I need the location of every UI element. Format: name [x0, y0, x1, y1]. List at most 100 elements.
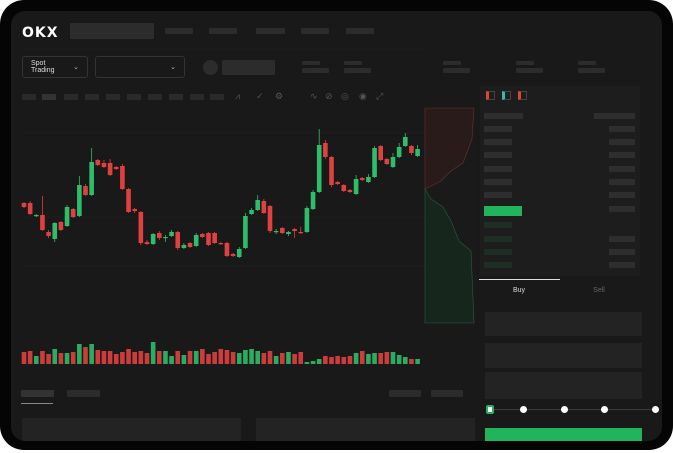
volume-bar: [224, 350, 230, 364]
candle-body: [58, 222, 64, 230]
volume-bar: [292, 354, 297, 364]
total-input[interactable]: [485, 372, 642, 399]
candle-body: [292, 229, 297, 231]
settings-icon[interactable]: ⚙: [275, 91, 284, 101]
indicator-icon[interactable]: ⩘: [235, 91, 241, 101]
ask-amount: [609, 192, 635, 198]
volume-bar: [415, 359, 420, 364]
slider-step[interactable]: [520, 406, 527, 413]
timeframe-button[interactable]: [190, 94, 204, 100]
app-screen: OKX Spot Trading ⌄ ⌄ ⩘ ✓ ⚙ ∿ ⊘ ◎ ◉ ⤢ Buy…: [11, 11, 662, 441]
depth-bids-area: [424, 187, 475, 324]
camera-icon[interactable]: ◎: [341, 91, 349, 101]
slider-step[interactable]: [601, 406, 608, 413]
volume-bar: [132, 352, 137, 364]
candle-body: [107, 163, 113, 175]
bid-price[interactable]: [484, 236, 512, 242]
timeframe-button[interactable]: [64, 94, 78, 100]
nav-item[interactable]: [256, 28, 285, 34]
volume-bar: [310, 361, 316, 364]
bid-amount: [609, 262, 635, 268]
ask-price[interactable]: [484, 166, 512, 172]
orders-panel: [22, 418, 241, 441]
timeframe-button[interactable]: [85, 94, 99, 100]
ask-price[interactable]: [484, 152, 512, 158]
orderbook-view-sell-icon[interactable]: [518, 91, 527, 100]
tab-sell[interactable]: Sell: [593, 287, 605, 294]
line-tool-icon[interactable]: ∿: [310, 91, 318, 101]
nav-item[interactable]: [301, 28, 329, 34]
filter-button[interactable]: [389, 390, 421, 397]
slider-step[interactable]: [561, 406, 568, 413]
volume-bar: [243, 350, 248, 364]
nav-item[interactable]: [346, 28, 374, 34]
candle-body: [298, 232, 304, 234]
ask-price[interactable]: [484, 192, 512, 198]
volume-bar: [359, 351, 365, 364]
amount-slider-track[interactable]: [490, 409, 656, 410]
filter-button[interactable]: [431, 390, 463, 397]
candle-body: [323, 143, 328, 157]
ask-price[interactable]: [484, 139, 512, 145]
ruler-icon[interactable]: ⊘: [325, 91, 333, 101]
timeframe-button[interactable]: [22, 94, 36, 100]
candle-body: [316, 145, 322, 192]
target-icon[interactable]: ◉: [359, 91, 367, 101]
candle-body: [21, 203, 27, 207]
candle-body: [267, 206, 273, 231]
candle-body: [193, 235, 199, 246]
amount-slider-handle[interactable]: [486, 405, 494, 414]
tab-order-history[interactable]: [67, 390, 100, 397]
candle-body: [249, 210, 254, 214]
candle-body: [329, 157, 334, 185]
candle-body: [126, 189, 131, 212]
volume-bar: [120, 352, 125, 364]
ask-amount: [609, 206, 635, 212]
chart-type-icon[interactable]: ✓: [256, 91, 264, 101]
price-input[interactable]: [485, 312, 642, 336]
market-type-dropdown[interactable]: Spot Trading ⌄: [22, 56, 88, 78]
orderbook-view-both-icon[interactable]: [486, 91, 495, 100]
orderbook-view-buy-icon[interactable]: [502, 91, 511, 100]
search-bar[interactable]: [70, 23, 154, 39]
volume-bar: [101, 351, 107, 364]
chevron-down-icon: ⌄: [170, 64, 176, 71]
volume-bar: [64, 353, 70, 364]
tab-open-orders[interactable]: [21, 390, 54, 397]
nav-item[interactable]: [165, 28, 193, 34]
stat-label: [344, 61, 362, 65]
timeframe-button[interactable]: [106, 94, 120, 100]
candle-body: [372, 148, 377, 177]
timeframe-button[interactable]: [148, 94, 162, 100]
volume-bar: [144, 353, 150, 364]
okx-logo[interactable]: OKX: [22, 25, 59, 41]
candle-body: [353, 179, 359, 194]
volume-bar: [138, 351, 144, 364]
candlestick-chart[interactable]: [11, 11, 662, 441]
timeframe-button[interactable]: [127, 94, 141, 100]
ask-price[interactable]: [484, 179, 512, 185]
timeframe-button[interactable]: [42, 94, 56, 100]
amount-input[interactable]: [485, 343, 642, 368]
candle-body: [224, 243, 230, 256]
volume-bar: [378, 353, 383, 364]
stat-label: [302, 61, 320, 65]
nav-item[interactable]: [209, 28, 237, 34]
timeframe-button[interactable]: [210, 94, 224, 100]
bid-price[interactable]: [484, 262, 512, 268]
stat-value: [516, 68, 543, 73]
buy-button[interactable]: [485, 428, 642, 441]
bid-price[interactable]: [484, 222, 512, 228]
bid-price[interactable]: [484, 249, 512, 255]
volume-bar: [187, 351, 193, 364]
volume-bar: [366, 354, 371, 364]
volume-bar: [255, 351, 260, 364]
ask-price[interactable]: [484, 126, 512, 132]
timeframe-button[interactable]: [169, 94, 183, 100]
pair-dropdown[interactable]: ⌄: [95, 56, 185, 78]
slider-step[interactable]: [652, 406, 659, 413]
tab-buy[interactable]: Buy: [512, 287, 526, 294]
candle-body: [310, 192, 316, 209]
ask-amount: [609, 166, 635, 172]
fullscreen-icon[interactable]: ⤢: [376, 91, 384, 101]
